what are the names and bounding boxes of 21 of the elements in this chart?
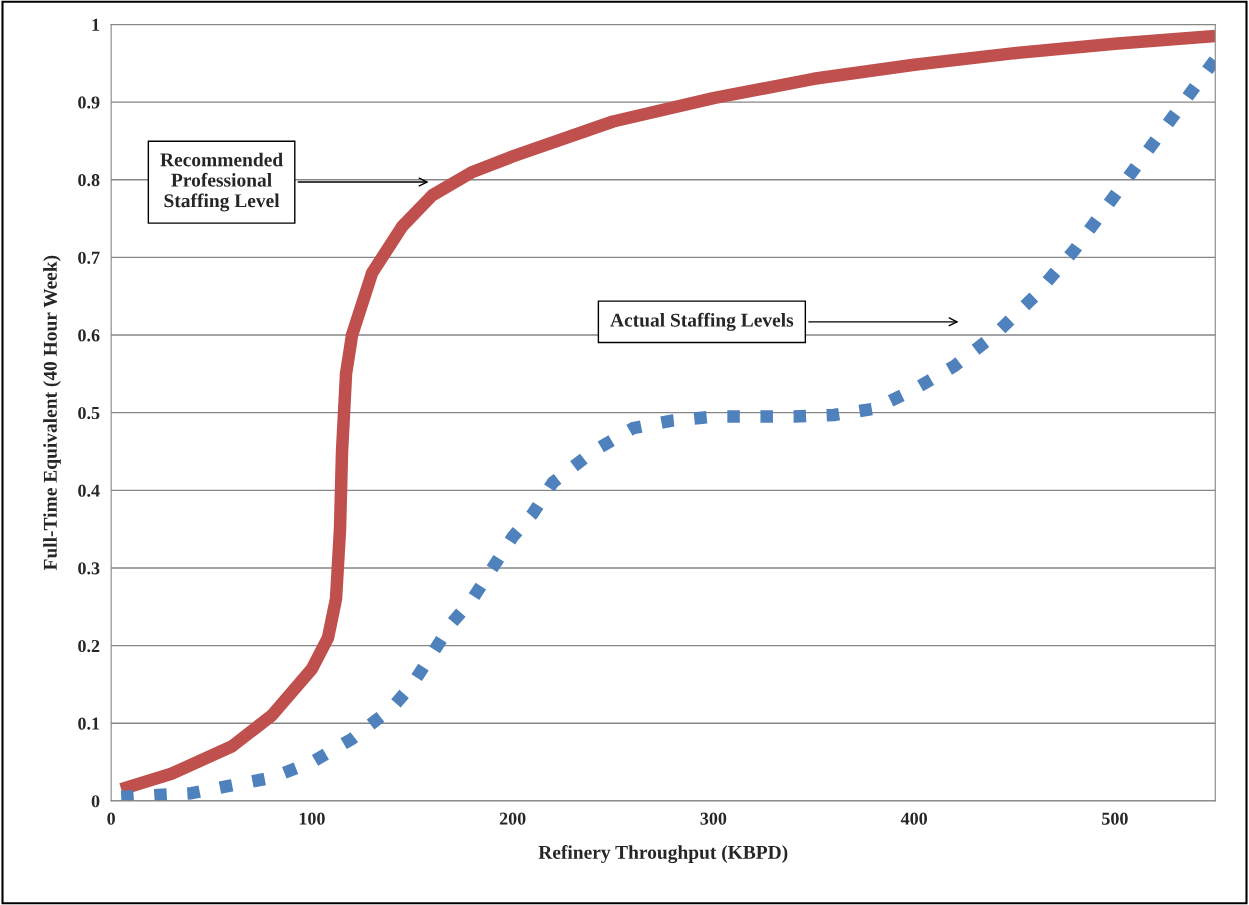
annotation: Actual Staffing Levels: [610, 312, 794, 331]
y-tick-label: 0.9: [78, 96, 100, 109]
y-tick-label: 0.6: [78, 329, 100, 342]
y-axis-title: Full-Time Equivalent (40 Hour Week): [43, 255, 61, 571]
y-tick-label: 0: [91, 795, 100, 808]
x-axis-title: Refinery Throughput (KBPD): [538, 845, 788, 864]
annotation: Recommended Professional Staffing Level: [160, 152, 283, 212]
y-tick-label: 0.7: [78, 251, 100, 264]
x-tick-label: 500: [1102, 812, 1128, 825]
y-tick-label: 0.4: [78, 484, 100, 497]
y-tick-label: 1: [92, 18, 100, 31]
y-tick-label: 0.8: [78, 173, 100, 187]
y-tick-label: 0.5: [78, 406, 100, 420]
y-tick-label: 0.1: [78, 717, 100, 730]
x-tick-label: 300: [700, 812, 727, 825]
x-tick-label: 400: [900, 812, 928, 825]
x-tick-label: 0: [107, 812, 115, 825]
y-tick-label: 0.2: [78, 639, 100, 653]
x-tick-label: 100: [299, 812, 325, 825]
y-tick-label: 0.3: [78, 562, 100, 575]
x-tick-label: 200: [499, 812, 526, 825]
